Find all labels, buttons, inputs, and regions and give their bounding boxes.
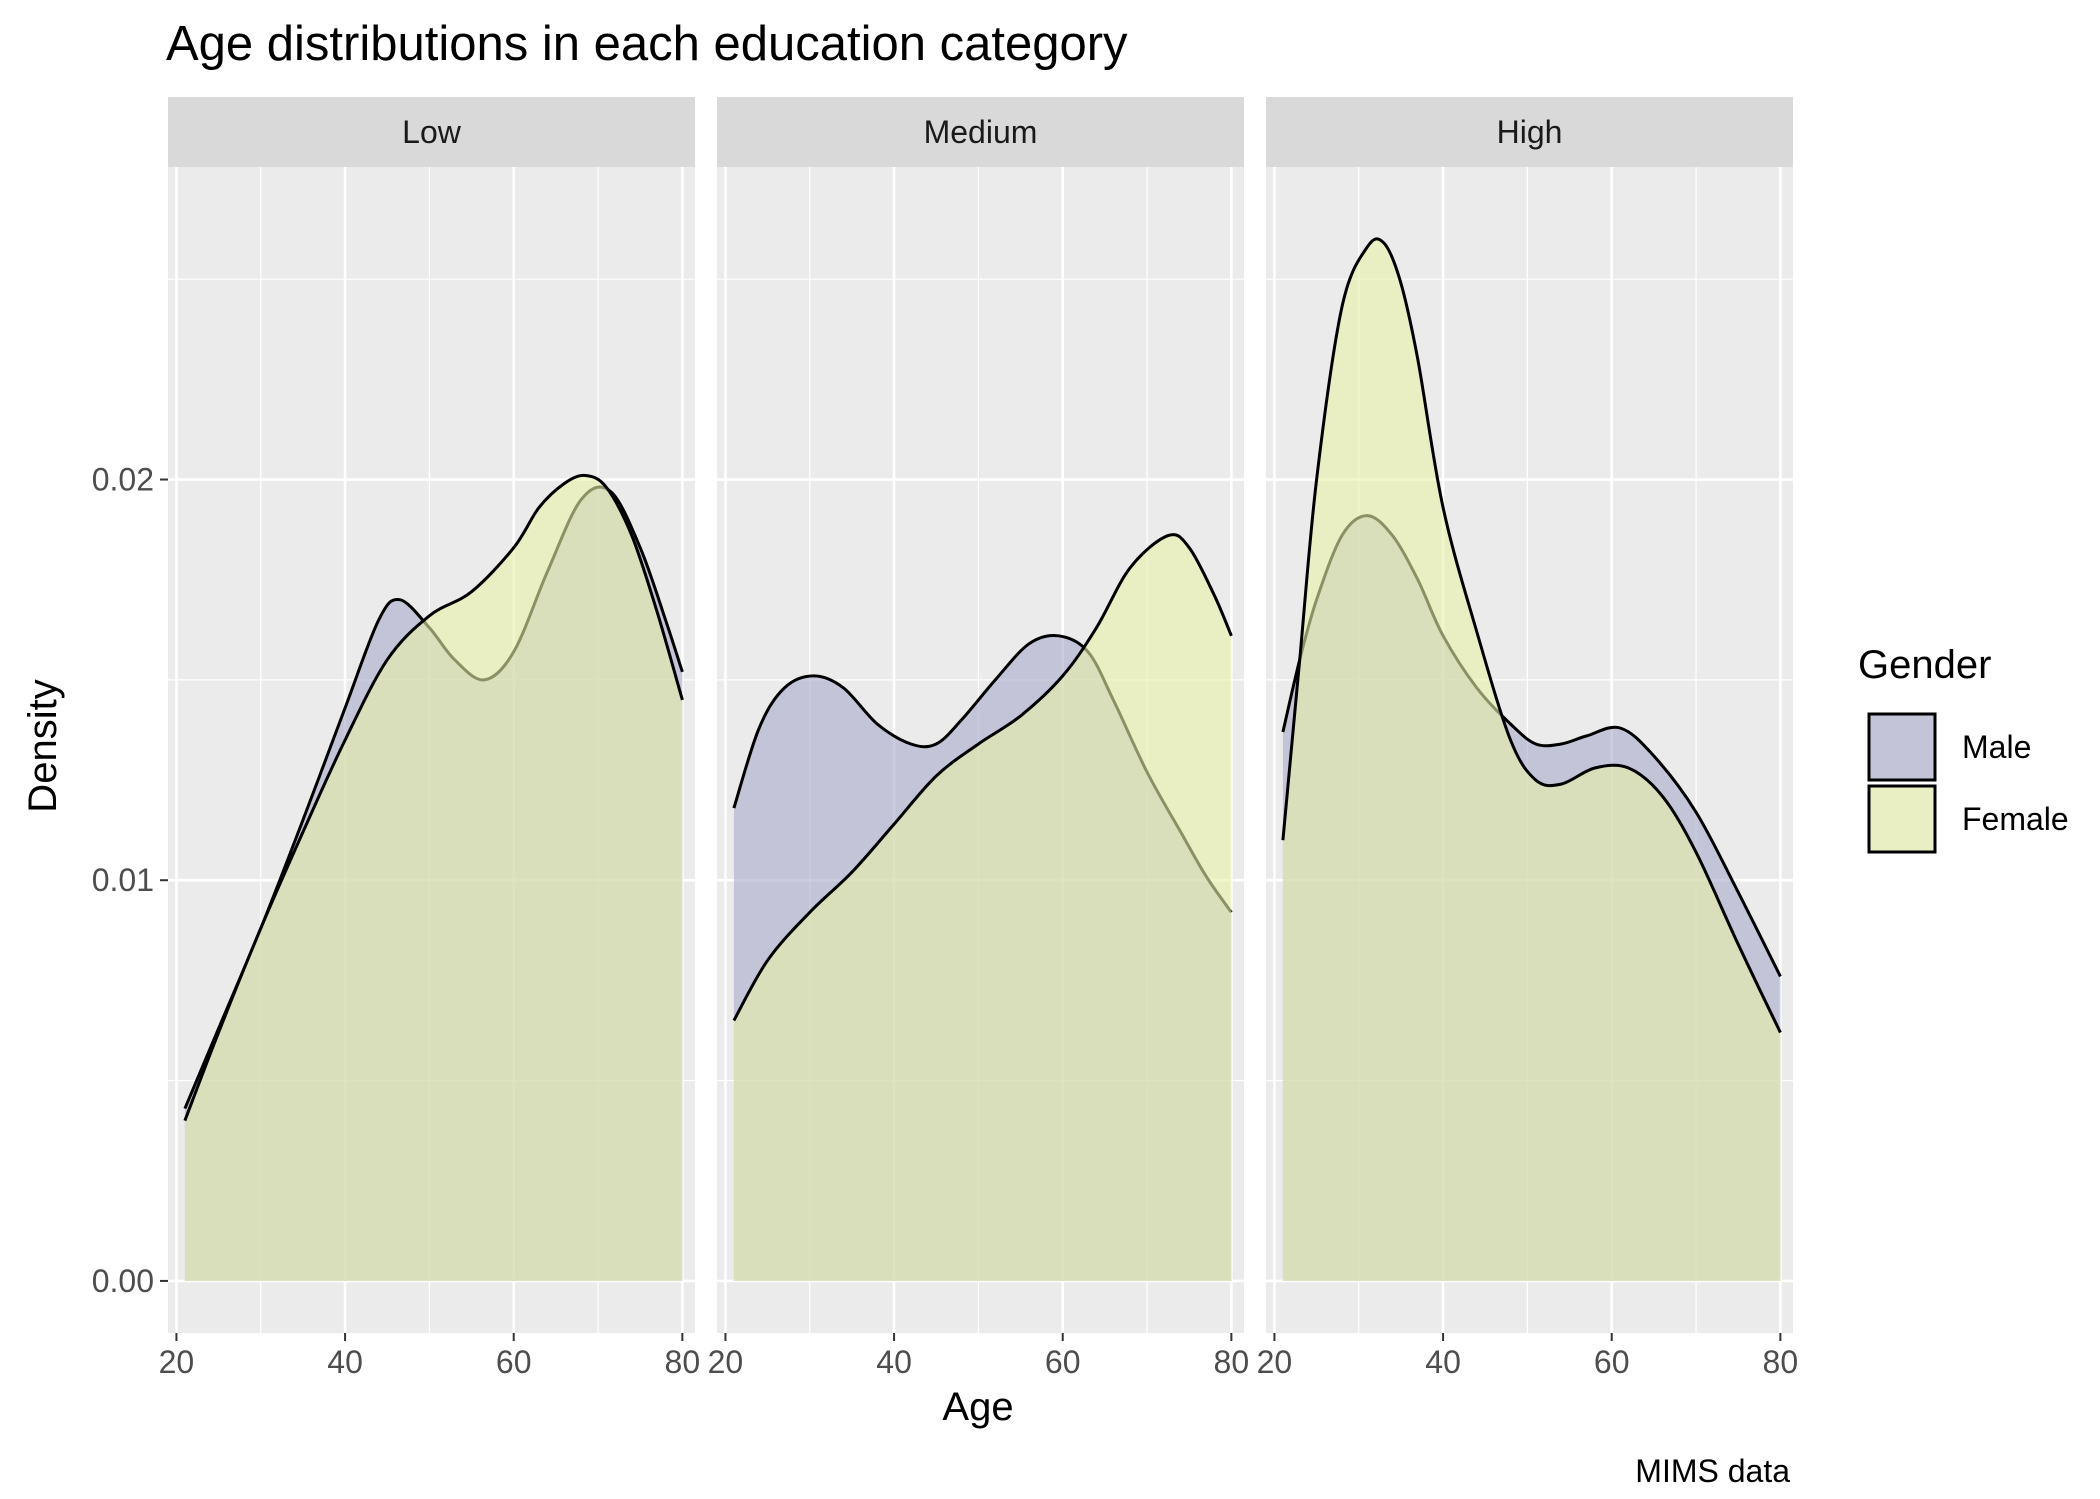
legend-entry-male: Male: [1867, 712, 2031, 782]
chart-title: Age distributions in each education cate…: [166, 17, 1128, 71]
facet-strip: [168, 97, 695, 167]
y-axis-title: Density: [21, 679, 65, 812]
facet-strip-label: Medium: [924, 114, 1038, 150]
x-tick-label: 20: [1257, 1344, 1293, 1380]
legend-key: [1867, 712, 1937, 782]
facet-panel-high: High 20 40 60 80: [1257, 97, 1799, 1380]
density-series-female: [1281, 237, 1782, 1281]
facet-strip: [1266, 97, 1793, 167]
x-tick-label: 80: [1214, 1344, 1250, 1380]
legend-key: [1867, 784, 1937, 854]
y-tick-label: 0.00: [92, 1263, 154, 1299]
facet-strip-label: Low: [402, 114, 462, 150]
density-series-female: [732, 533, 1233, 1281]
legend-entry-female: Female: [1867, 784, 2069, 854]
x-tick-label: 40: [1425, 1344, 1461, 1380]
y-tick-label: 0.02: [92, 462, 154, 498]
x-tick-label: 20: [159, 1344, 195, 1380]
legend: Gender Male Female: [1858, 643, 2069, 854]
density-line: [1281, 237, 1782, 1034]
density-series-female: [183, 473, 684, 1281]
facet-strip: [717, 97, 1244, 167]
x-tick-label: 60: [1594, 1344, 1630, 1380]
density-area: [733, 534, 1232, 1281]
density-area: [184, 475, 683, 1281]
y-axis: 0.00 0.01 0.02: [92, 462, 168, 1299]
density-line: [732, 533, 1233, 1022]
x-tick-label: 80: [1763, 1344, 1799, 1380]
legend-title: Gender: [1858, 643, 1991, 687]
facet-strip-label: High: [1497, 114, 1563, 150]
density-line: [183, 473, 684, 1122]
density-area: [1282, 238, 1781, 1281]
x-tick-label: 40: [327, 1344, 363, 1380]
facet-panel-medium: Medium 20 40 60 80: [708, 97, 1250, 1380]
facet-panel-low: Low 20 40 60 80: [159, 97, 701, 1380]
x-tick-label: 60: [496, 1344, 532, 1380]
legend-label: Male: [1962, 729, 2031, 765]
x-tick-label: 40: [876, 1344, 912, 1380]
x-tick-label: 60: [1045, 1344, 1081, 1380]
x-tick-label: 80: [665, 1344, 701, 1380]
x-axis-title: Age: [942, 1385, 1013, 1429]
caption: MIMS data: [1635, 1453, 1790, 1489]
legend-label: Female: [1962, 801, 2069, 837]
y-tick-label: 0.01: [92, 862, 154, 898]
x-tick-label: 20: [708, 1344, 744, 1380]
